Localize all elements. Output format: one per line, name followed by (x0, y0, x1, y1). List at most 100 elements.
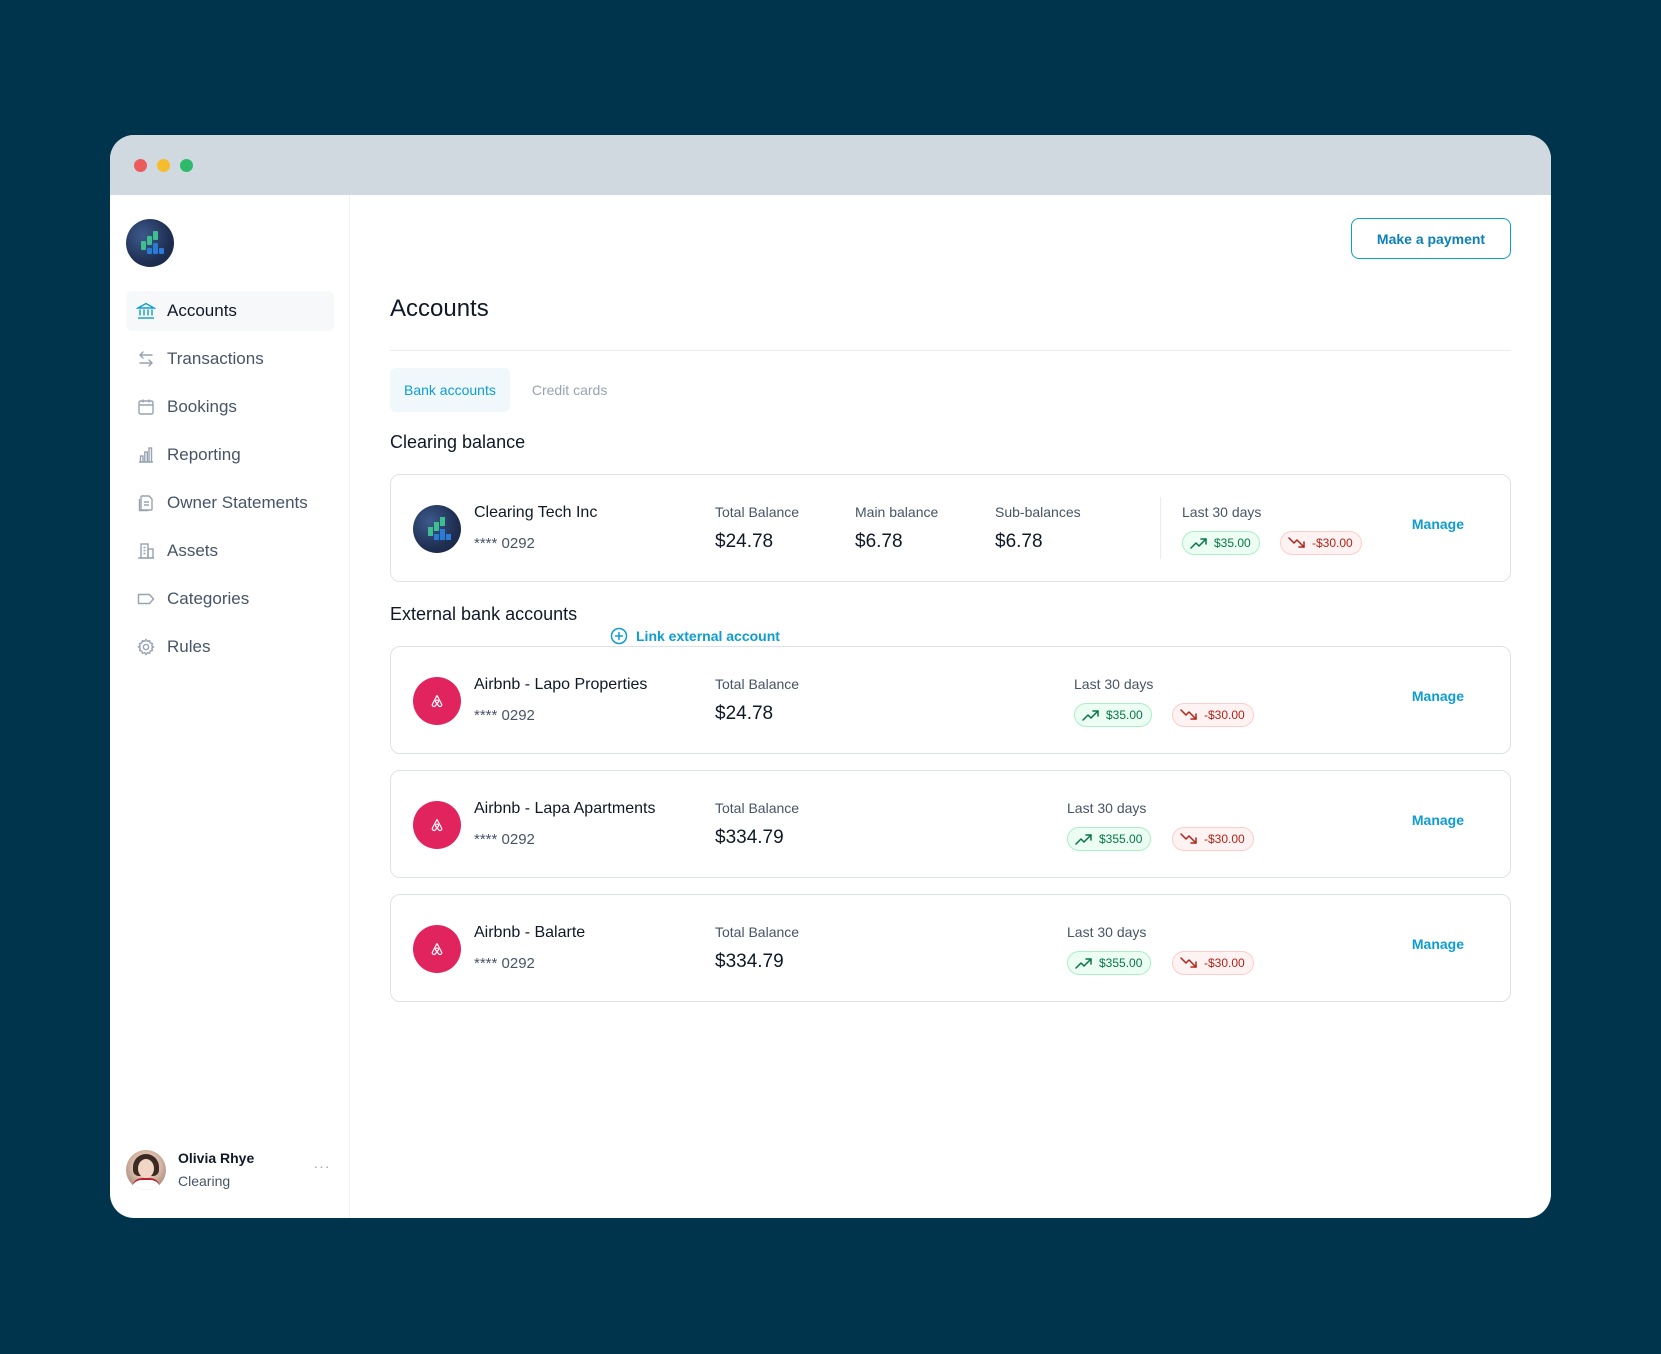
account-name: Airbnb - Lapa Apartments (474, 800, 656, 817)
trend-up-icon (1190, 538, 1207, 549)
maximize-window-button[interactable] (180, 159, 193, 172)
account-name: Airbnb - Balarte (474, 924, 586, 941)
account-number: **** 0292 (474, 707, 535, 724)
divider (390, 350, 1511, 351)
outflow-value: -$30.00 (1204, 832, 1245, 846)
inflow-badge: $35.00 (1182, 531, 1260, 555)
total-balance-label: Total Balance (715, 504, 800, 520)
account-name: Airbnb - Lapo Properties (474, 676, 648, 693)
last-30-days-label: Last 30 days (1067, 800, 1147, 816)
minimize-window-button[interactable] (157, 159, 170, 172)
tab-credit-cards[interactable]: Credit cards (531, 382, 608, 398)
documents-icon (136, 493, 156, 513)
main-content: Make a payment Accounts Bank accounts Cr… (350, 195, 1551, 1218)
bank-icon (136, 301, 156, 321)
main-balance-label: Main balance (855, 504, 939, 520)
sidebar-item-label: Bookings (167, 397, 237, 416)
trend-up-icon (1075, 834, 1092, 845)
outflow-value: -$30.00 (1204, 708, 1245, 722)
window-titlebar (110, 135, 1551, 195)
inflow-value: $35.00 (1106, 708, 1143, 722)
inflow-value: $35.00 (1214, 536, 1251, 550)
last-30-days-label: Last 30 days (1074, 676, 1154, 692)
sidebar-item-assets[interactable]: Assets (126, 531, 334, 571)
sidebar-item-transactions[interactable]: Transactions (126, 339, 334, 379)
last-30-days-label: Last 30 days (1067, 924, 1147, 940)
link-external-label: Link external account (636, 628, 780, 644)
account-number: **** 0292 (474, 831, 535, 848)
clearing-logo (413, 505, 461, 553)
external-account-card: Airbnb - Lapa Apartments **** 0292 Total… (390, 770, 1511, 878)
sidebar-item-label: Accounts (167, 301, 237, 320)
trend-down-icon (1180, 709, 1197, 720)
total-balance-value: $24.78 (715, 703, 774, 724)
make-payment-button[interactable]: Make a payment (1351, 218, 1511, 259)
sidebar-item-accounts[interactable]: Accounts (126, 291, 334, 331)
manage-link[interactable]: Manage (1411, 688, 1464, 704)
more-options-icon[interactable]: ··· (313, 1158, 331, 1174)
building-icon (136, 541, 156, 561)
total-balance-value: $334.79 (715, 951, 784, 972)
app-logo[interactable] (126, 219, 174, 267)
sidebar-item-label: Categories (167, 589, 250, 608)
outflow-badge: -$30.00 (1172, 951, 1254, 975)
sidebar-item-bookings[interactable]: Bookings (126, 387, 334, 427)
manage-link[interactable]: Manage (1411, 812, 1464, 828)
manage-link[interactable]: Manage (1411, 936, 1464, 952)
last-30-days-label: Last 30 days (1182, 504, 1262, 520)
clearing-account-card: Clearing Tech Inc **** 0292 Total Balanc… (390, 474, 1511, 582)
sub-balances-value: $6.78 (995, 531, 1043, 552)
account-number: **** 0292 (474, 955, 535, 972)
tab-bank-accounts[interactable]: Bank accounts (390, 368, 510, 412)
trend-up-icon (1082, 710, 1099, 721)
avatar (126, 1150, 166, 1190)
total-balance-value: $334.79 (715, 827, 784, 848)
trend-down-icon (1180, 957, 1197, 968)
total-balance-label: Total Balance (715, 676, 800, 692)
main-balance-value: $6.78 (855, 531, 903, 552)
user-organization: Clearing (178, 1173, 231, 1189)
sidebar-item-label: Reporting (167, 445, 241, 464)
total-balance-label: Total Balance (715, 800, 800, 816)
manage-link[interactable]: Manage (1411, 516, 1464, 532)
account-tabs: Bank accounts Credit cards (390, 368, 629, 412)
tag-icon (136, 589, 156, 609)
clearing-balance-title: Clearing balance (390, 432, 526, 452)
sidebar-item-label: Rules (167, 637, 211, 656)
gear-icon (136, 637, 156, 657)
calendar-icon (136, 397, 156, 417)
account-number: **** 0292 (474, 535, 535, 552)
inflow-badge: $355.00 (1067, 827, 1152, 851)
inflow-badge: $35.00 (1074, 703, 1152, 727)
user-profile[interactable]: Olivia Rhye Clearing ··· (126, 1148, 334, 1192)
link-external-account-button[interactable]: Link external account (610, 627, 780, 645)
sidebar-item-owner-statements[interactable]: Owner Statements (126, 483, 334, 523)
trend-down-icon (1288, 537, 1305, 548)
plus-circle-icon (610, 627, 628, 645)
outflow-badge: -$30.00 (1280, 531, 1362, 555)
external-account-card: Airbnb - Balarte **** 0292 Total Balance… (390, 894, 1511, 1002)
outflow-badge: -$30.00 (1172, 703, 1254, 727)
sidebar-item-rules[interactable]: Rules (126, 627, 334, 667)
airbnb-logo (413, 801, 461, 849)
inflow-badge: $355.00 (1067, 951, 1152, 975)
user-name: Olivia Rhye (178, 1150, 255, 1166)
close-window-button[interactable] (134, 159, 147, 172)
airbnb-logo (413, 925, 461, 973)
external-accounts-title: External bank accounts (390, 604, 578, 624)
sidebar-nav: Accounts Transactions Bookings Reporting (126, 291, 334, 675)
arrows-swap-icon (136, 349, 156, 369)
total-balance-label: Total Balance (715, 924, 800, 940)
airbnb-logo (413, 677, 461, 725)
trend-up-icon (1075, 958, 1092, 969)
inflow-value: $355.00 (1099, 832, 1143, 846)
page-title: Accounts (390, 295, 489, 322)
account-name: Clearing Tech Inc (474, 504, 598, 521)
outflow-value: -$30.00 (1312, 536, 1353, 550)
sidebar: Accounts Transactions Bookings Reporting (110, 195, 350, 1218)
inflow-value: $355.00 (1099, 956, 1143, 970)
sidebar-item-reporting[interactable]: Reporting (126, 435, 334, 475)
bar-chart-icon (136, 445, 156, 465)
sidebar-item-categories[interactable]: Categories (126, 579, 334, 619)
sidebar-item-label: Transactions (167, 349, 264, 368)
